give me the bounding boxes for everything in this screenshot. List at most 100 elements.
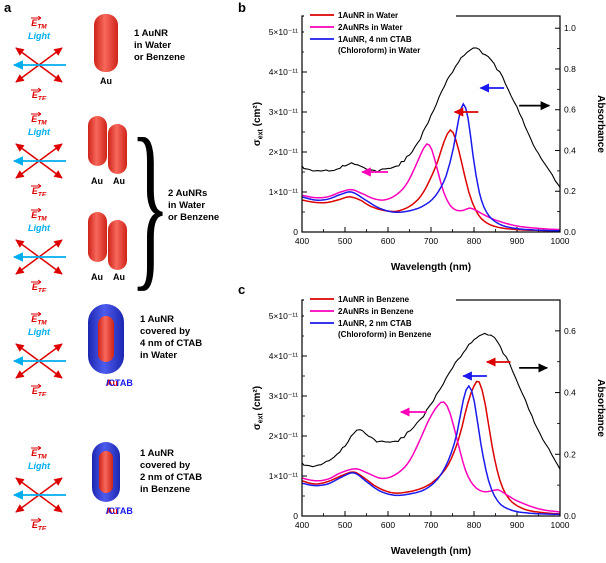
y-left-tick-label: 1×10⁻¹¹	[269, 471, 298, 481]
y-left-tick-label: 4×10⁻¹¹	[269, 351, 298, 361]
x-tick-label: 900	[510, 520, 524, 530]
legend-label: 2AuNRs in Water	[338, 23, 403, 32]
arrow-cluster-slot: E TM Light E TE	[2, 208, 76, 292]
legend-label: 1AuNR, 4 nm CTAB	[338, 35, 412, 44]
polarization-arrows: E TM Light E TE	[12, 112, 66, 196]
schematic-2aunrs: E TM Light E TE Au Au E TM Light E TE Au Au …	[2, 108, 234, 304]
y-axis-title-right: Absorbance	[595, 95, 606, 153]
panel-b-chart: 400 500 600 700 800 900 1000 0 1×10⁻¹¹ 2×10⁻¹¹ 3×1…	[252, 10, 606, 273]
arrow-cluster-slot: E TM Light E TE	[2, 112, 76, 196]
schematic-caption: 1 AuNR covered by 2 nm of CTAB in Benzen…	[140, 448, 203, 495]
x-tick-label: 400	[295, 520, 309, 530]
y-left-tick-label: 0	[293, 511, 298, 521]
x-tick-label: 900	[510, 236, 524, 246]
series-absorbance	[302, 47, 560, 188]
legend-label: 2AuNRs in Benzene	[338, 307, 414, 316]
panel-b-label: b	[238, 0, 246, 15]
legend: 1AuNR in Water 2AuNRs in Water 1AuNR, 4 nm…	[304, 10, 456, 56]
legend-label: 1AuNR in Water	[338, 11, 398, 20]
x-tick-label: 600	[381, 520, 395, 530]
y-axis-title-right: Absorbance	[595, 379, 606, 437]
ete-label: E TE	[32, 282, 47, 292]
x-tick-label: 800	[467, 236, 481, 246]
x-tick-label: 600	[381, 236, 395, 246]
y-left-tick-label: 3×10⁻¹¹	[269, 391, 298, 401]
rod-label-au: Au	[91, 272, 103, 282]
y-right-tick-label: 0.4	[564, 145, 576, 155]
ete-vector-hat	[31, 383, 42, 389]
etm-vector-hat	[31, 312, 42, 317]
ete-label: E TE	[32, 520, 47, 530]
etm-vector-hat	[31, 16, 42, 21]
polarization-arrows: E TM Light E TE	[12, 208, 66, 292]
light-label: Light	[28, 127, 51, 137]
ete-label: E TE	[32, 186, 47, 196]
ctab-shell	[92, 442, 120, 502]
light-label: Light	[28, 327, 51, 337]
etm-label: E TM	[31, 114, 47, 127]
etm-vector-hat	[31, 208, 42, 213]
y-left-tick-label: 4×10⁻¹¹	[269, 67, 298, 77]
etm-label: E TM	[31, 314, 47, 327]
rod-label-au: Au	[100, 76, 112, 86]
series-group	[302, 47, 560, 232]
y-right-tick-label: 0.0	[564, 511, 576, 521]
y-left-tick-label: 5×10⁻¹¹	[269, 27, 298, 37]
legend-label: (Chloroform) in Water	[338, 46, 420, 55]
schematic-aunr-2nm-ctab: E TM Light E TE Au/CTAB 1 AuNR covered by …	[2, 436, 234, 562]
y-axis-title-left: σext (cm²)	[252, 386, 265, 430]
gold-nanorod	[108, 220, 127, 270]
au-part: Au	[106, 378, 118, 388]
arrow-cluster-slot: E TM Light E TE	[2, 446, 76, 530]
series-2aunrs-in-benzene	[302, 401, 560, 513]
gold-nanorod-core	[98, 316, 114, 362]
x-tick-label: 700	[424, 520, 438, 530]
ete-vector-hat	[31, 279, 42, 285]
x-tick-label: 700	[424, 236, 438, 246]
panel-a-label: a	[4, 0, 12, 15]
series-1aunr-4-nm-ctab-chloroform-in-water	[302, 102, 560, 232]
gold-nanorod	[88, 212, 107, 262]
y-right-tick-label: 0.4	[564, 388, 576, 398]
y-left-tick-label: 2×10⁻¹¹	[269, 147, 298, 157]
x-axis-title: Wavelength (nm)	[391, 546, 471, 557]
schematic-caption: 2 AuNRs in Water or Benzene	[168, 188, 220, 223]
y-right-tick-label: 0.2	[564, 186, 576, 196]
legend: 1AuNR in Benzene 2AuNRs in Benzene 1AuNR, …	[304, 294, 456, 340]
x-tick-label: 500	[338, 236, 352, 246]
y-left-tick-label: 2×10⁻¹¹	[269, 431, 298, 441]
polarization-arrows: E TM Light E TE	[12, 16, 66, 100]
arrow-cluster-slot: E TM Light E TE	[2, 16, 76, 100]
etm-label: E TM	[31, 210, 47, 223]
series-2aunrs-in-water	[302, 143, 560, 231]
y-left-tick-label: 0	[293, 227, 298, 237]
polarization-arrows: E TM Light E TE	[12, 312, 66, 396]
x-tick-label: 1000	[551, 520, 570, 530]
legend-label: (Chloroform) in Benzene	[338, 330, 432, 339]
rod-label-au: Au	[113, 272, 125, 282]
ete-vector-hat	[31, 517, 42, 523]
ete-label: E TE	[32, 386, 47, 396]
legend-label: 1AuNR in Benzene	[338, 295, 410, 304]
x-tick-label: 400	[295, 236, 309, 246]
x-axis-title: Wavelength (nm)	[391, 262, 471, 273]
light-label: Light	[28, 223, 51, 233]
series-1aunr-in-water	[302, 128, 560, 232]
schematic-1aunr: E TM Light E TE Au 1 AuNR in Water or Benz…	[2, 10, 234, 110]
etm-vector-hat	[31, 112, 42, 117]
legend-label: 1AuNR, 2 nm CTAB	[338, 319, 412, 328]
legend-background	[304, 294, 456, 340]
y-right-tick-label: 1.0	[564, 23, 576, 33]
schematic-caption: 1 AuNR covered by 4 nm of CTAB in Water	[140, 314, 203, 361]
light-label: Light	[28, 31, 51, 41]
x-tick-label: 1000	[551, 236, 570, 246]
polarization-arrows: E TM Light E TE	[12, 446, 66, 530]
y-right-tick-label: 0.8	[564, 64, 576, 74]
rod-label-au: Au	[113, 176, 125, 186]
y-right-tick-label: 0.6	[564, 326, 576, 336]
arrow-cluster-slot: E TM Light E TE	[2, 312, 76, 396]
ete-vector-hat	[31, 183, 42, 189]
panel-c-chart: 400 500 600 700 800 900 1000 0 1×10⁻¹¹ 2×10⁻¹¹ 3×1…	[252, 294, 606, 557]
etm-label: E TM	[31, 18, 47, 31]
